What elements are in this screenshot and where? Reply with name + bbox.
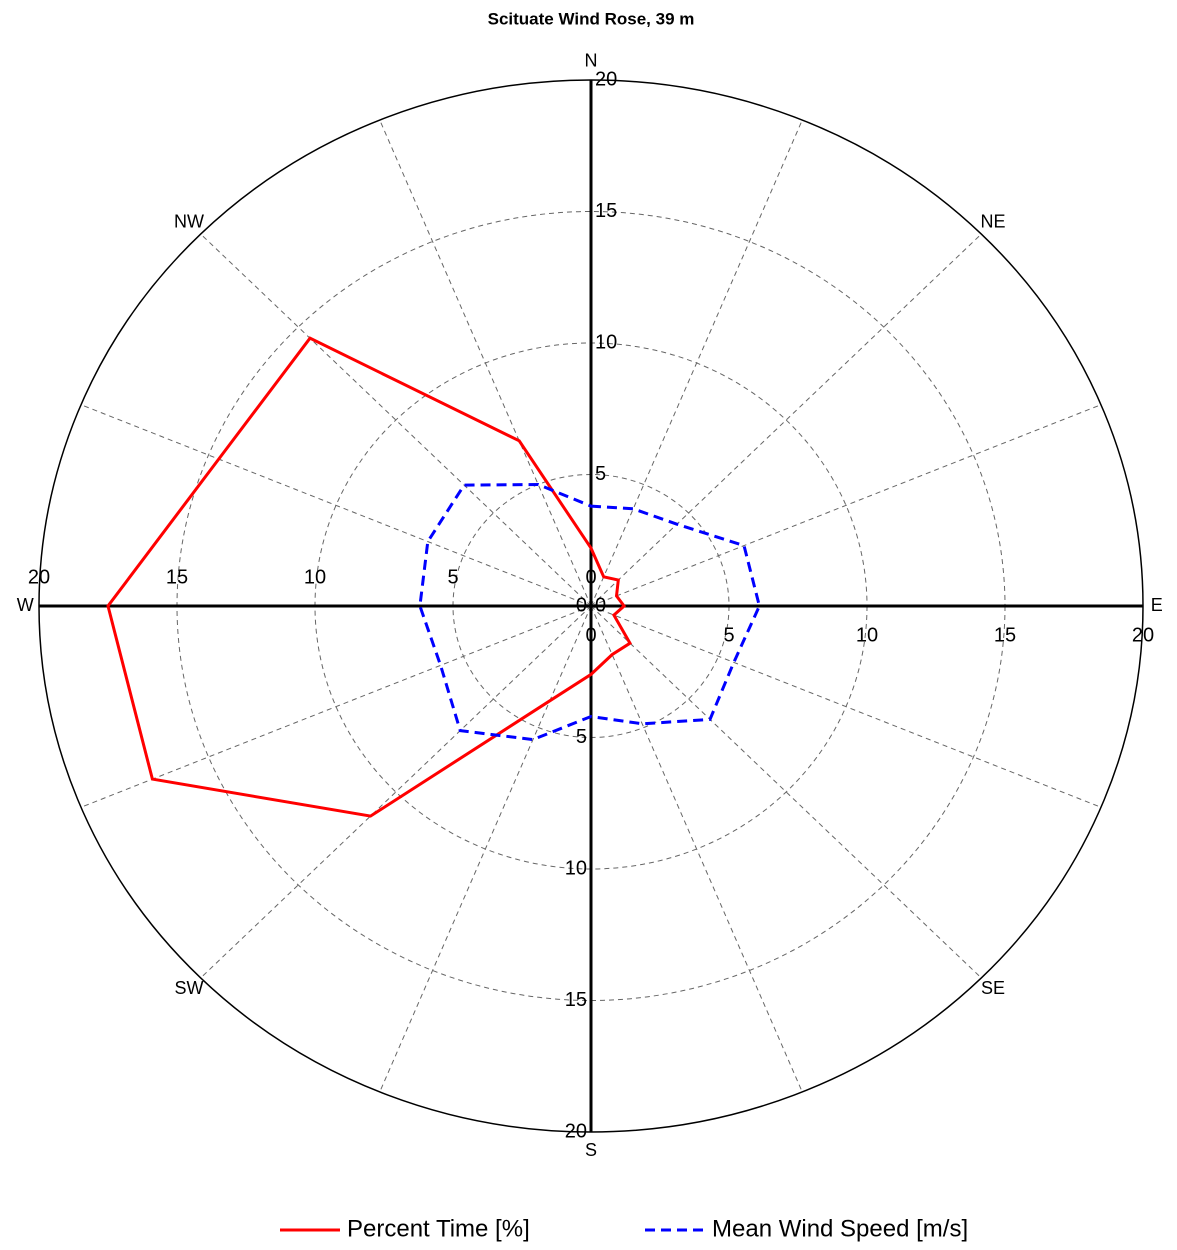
r-tick-label: 5	[447, 566, 458, 588]
r-tick-label: 10	[595, 331, 617, 353]
grid-spoke	[590, 605, 982, 979]
direction-label: E	[1151, 595, 1163, 615]
r-tick-label: 0	[585, 566, 596, 588]
r-tick-label: 15	[994, 624, 1016, 646]
direction-label: SW	[174, 978, 203, 998]
direction-label: N	[585, 51, 598, 71]
grid-spoke	[590, 605, 803, 1093]
grid-spoke	[590, 404, 1102, 607]
r-tick-label: 15	[595, 200, 617, 222]
r-tick-label: 10	[304, 566, 326, 588]
r-tick-label: 0	[585, 624, 596, 646]
r-tick-label: 0	[576, 594, 587, 616]
r-tick-label: 15	[565, 989, 587, 1011]
grid-spoke	[379, 119, 592, 607]
chart-title: Scituate Wind Rose, 39 m	[488, 9, 695, 28]
direction-label: W	[17, 595, 34, 615]
r-tick-label: 10	[856, 624, 878, 646]
series-line	[418, 482, 761, 742]
r-tick-label: 5	[595, 463, 606, 485]
grid-spoke	[379, 605, 592, 1093]
direction-label: S	[585, 1140, 597, 1160]
grid-spoke	[590, 119, 803, 607]
grid-spoke	[80, 605, 592, 808]
r-tick-label: 20	[28, 566, 50, 588]
direction-label: NE	[981, 212, 1006, 232]
grid-spoke	[200, 605, 592, 979]
r-tick-label: 0	[595, 594, 606, 616]
r-tick-label: 20	[565, 1120, 587, 1142]
grid-spoke	[80, 404, 592, 607]
legend-label: Percent Time [%]	[347, 1215, 530, 1242]
r-tick-label: 5	[723, 624, 734, 646]
r-tick-label: 20	[1132, 624, 1154, 646]
r-tick-label: 20	[595, 68, 617, 90]
grid-spoke	[590, 233, 982, 607]
series-line	[106, 336, 633, 818]
legend-label: Mean Wind Speed [m/s]	[712, 1215, 968, 1242]
r-tick-label: 10	[565, 857, 587, 879]
r-tick-label: 5	[576, 726, 587, 748]
grid-spoke	[590, 605, 1102, 808]
direction-label: SE	[981, 978, 1005, 998]
r-tick-label: 15	[166, 566, 188, 588]
direction-label: NW	[174, 212, 204, 232]
